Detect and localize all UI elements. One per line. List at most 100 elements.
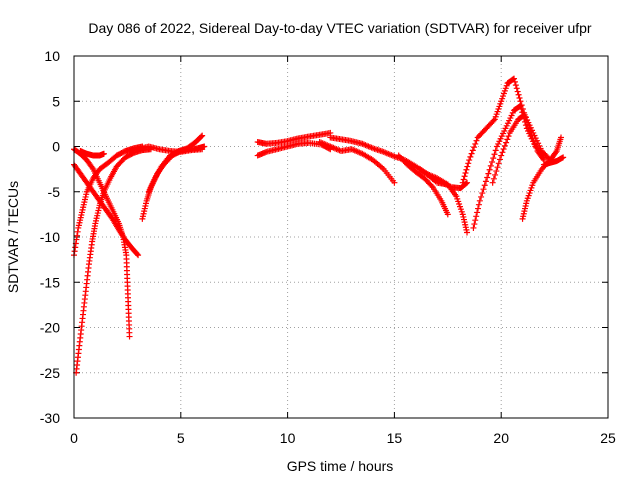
data-point [72,244,79,251]
data-point [481,182,488,189]
data-point [490,155,497,162]
data-point [492,171,499,178]
y-axis-label: SDTVAR / TECUs [5,181,21,293]
data-point [199,146,206,153]
data-point [100,150,107,157]
data-point [89,164,96,171]
data-point [489,159,496,166]
data-point [475,201,482,208]
series-arc-19 [519,134,565,222]
data-point [444,211,451,218]
chart-title: Day 086 of 2022, Sidereal Day-to-day VTE… [88,20,592,36]
data-point [515,91,522,98]
data-point [505,133,512,140]
data-point [470,224,477,231]
data-point [504,136,511,143]
data-point [472,217,479,224]
data-point [467,153,474,160]
data-point [471,144,478,151]
series-arc-18 [489,111,554,186]
data-point [459,179,466,186]
data-point [472,140,479,147]
data-point [391,179,398,186]
data-point [460,176,467,183]
series-arc-15 [417,166,471,192]
series-arc-13 [395,152,451,218]
data-point [485,170,492,177]
data-point [479,190,486,197]
data-point [517,102,524,109]
x-tick-label: 15 [387,430,403,446]
data-point [498,152,505,159]
data-point [501,142,508,149]
data-point [484,174,491,181]
data-point [516,95,523,102]
data-point [480,186,487,193]
data-point [514,88,521,95]
y-tick-label: -30 [40,410,60,426]
x-tick-label: 25 [600,430,616,446]
data-point [474,209,481,216]
data-point [473,137,480,144]
data-point [74,232,81,239]
data-point [469,147,476,154]
data-point [462,170,469,177]
y-tick-label: 0 [52,139,60,155]
x-tick-label: 5 [177,430,185,446]
grid-lines [74,56,608,418]
data-point [428,182,435,189]
data-point [518,106,525,113]
y-tick-label: -15 [40,274,60,290]
data-point [71,248,78,255]
data-point [494,164,501,171]
y-tick-label: 5 [52,93,60,109]
y-tick-label: -10 [40,229,60,245]
data-point [496,156,503,163]
data-point [476,197,483,204]
y-tick-label: -25 [40,365,60,381]
data-point [461,173,468,180]
data-point [471,221,478,228]
data-point [493,168,500,175]
data-point [558,134,565,141]
data-point [126,333,133,340]
data-point [199,132,206,139]
x-tick-label: 10 [280,430,296,446]
series-arc-7 [145,132,206,195]
data-point [513,85,520,92]
y-tick-label: -20 [40,320,60,336]
data-point [466,157,473,164]
data-point [491,151,498,158]
data-point [511,78,518,85]
data-point [473,213,480,220]
data-point [490,175,497,182]
series-arc-11 [316,138,398,186]
series-arc-17 [470,102,547,231]
data-point [511,75,518,82]
plot-frame [73,55,609,419]
data-point [478,193,485,200]
y-tick-label: -5 [48,184,61,200]
data-point [489,179,496,186]
data-point [134,251,141,258]
data-point [482,178,489,185]
data-point [560,154,567,161]
data-point [198,133,205,140]
data-point [500,146,507,153]
axis-ticks: 0 5 10 15 20 25 -30 -25 -20 -15 -10 -5 0 5 10 [40,48,616,446]
series-arc-5 [77,148,107,159]
data-point [495,160,502,167]
data-point [490,117,497,124]
x-tick-label: 0 [70,430,78,446]
x-axis-label: GPS time / hours [287,458,394,474]
data-point [463,166,470,173]
series-arc-20 [540,154,567,168]
data-point [463,180,470,187]
data-point [512,82,519,89]
data-point [74,228,81,235]
data-point [465,160,472,167]
data-point [503,139,510,146]
series-arc-9 [254,129,334,147]
data-point [468,150,475,157]
